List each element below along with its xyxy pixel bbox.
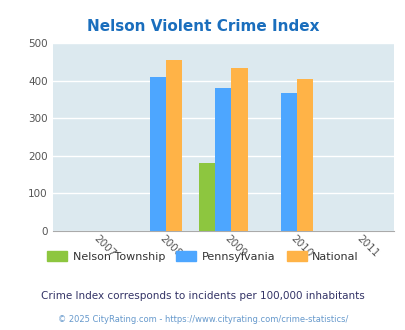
Bar (280, 93, 296, 231)
Bar (198, 163, 215, 231)
Bar (149, 77, 166, 231)
Bar (231, 69, 247, 231)
Text: Crime Index corresponds to incidents per 100,000 inhabitants: Crime Index corresponds to incidents per… (41, 291, 364, 301)
Legend: Nelson Township, Pennsylvania, National: Nelson Township, Pennsylvania, National (43, 247, 362, 267)
Bar (296, 79, 313, 231)
Bar (215, 88, 231, 231)
Text: © 2025 CityRating.com - https://www.cityrating.com/crime-statistics/: © 2025 CityRating.com - https://www.city… (58, 315, 347, 324)
Bar (166, 60, 182, 231)
Text: Nelson Violent Crime Index: Nelson Violent Crime Index (87, 19, 318, 34)
